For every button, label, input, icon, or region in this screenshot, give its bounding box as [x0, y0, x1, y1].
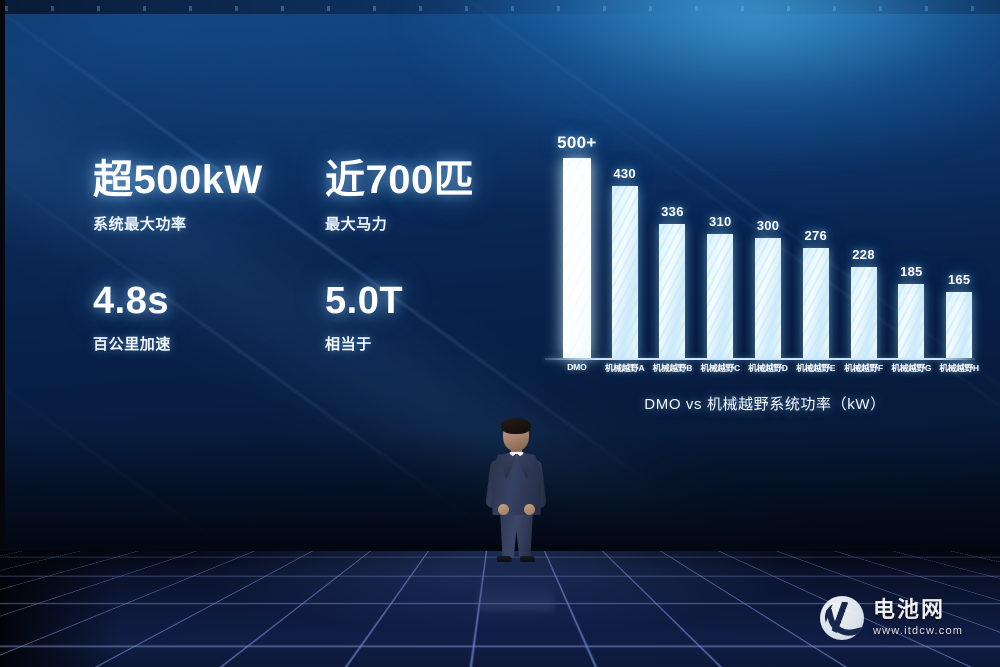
bar	[562, 158, 591, 358]
chart-title: DMO vs 机械越野系统功率（kW）	[644, 396, 886, 413]
bar-value-label: 185	[900, 264, 923, 279]
kpi-horsepower: 近700匹 最大马力	[325, 160, 474, 234]
chart-plot-area: 500+ 430 336 310 300 276 228 185 165	[553, 133, 983, 358]
speaker-figure	[476, 418, 556, 565]
x-axis-line	[545, 358, 975, 360]
bar-group: 185	[887, 150, 935, 358]
bar-group: 500+	[553, 133, 601, 358]
x-tick-label: 机械越野H	[939, 363, 979, 373]
bar-value-label: 165	[947, 272, 971, 287]
kpi-label: 系统最大功率	[93, 216, 187, 233]
globe-swoosh-icon	[820, 596, 864, 640]
x-tick-label: 机械越野D	[748, 363, 788, 373]
x-tick-label: 机械越野E	[796, 363, 836, 373]
bar-group: 228	[840, 150, 888, 358]
kpi-acceleration: 4.8s 百公里加速	[93, 282, 325, 354]
bar-group: 165	[935, 150, 983, 358]
bar	[659, 224, 686, 358]
kpi-label: 百公里加速	[93, 336, 172, 353]
kpi-equivalent: 5.0T 相当于	[325, 282, 403, 354]
floor-shadow	[0, 551, 120, 667]
bar-chart: 500+ 430 336 310 300 276 228 185 165 DMO 机械越野A 机械越…	[545, 133, 985, 418]
bar-value-label: 228	[852, 247, 875, 262]
bar	[946, 292, 973, 358]
bar-value-label: 310	[708, 214, 732, 229]
bar-group: 300	[744, 150, 792, 358]
bar	[898, 284, 925, 358]
kpi-value: 超500kW	[93, 158, 263, 202]
screen-glow	[403, 0, 1000, 170]
x-tick-label: DMO	[567, 362, 587, 372]
bar	[707, 234, 734, 358]
light-streak	[5, 330, 427, 551]
bar-value-label: 276	[804, 228, 828, 243]
bar	[611, 186, 638, 358]
speaker-legs	[500, 512, 533, 558]
x-tick-label: 机械越野A	[604, 363, 645, 373]
watermark: 电池网 www.itdcw.com	[820, 596, 963, 640]
bar	[850, 267, 877, 358]
speaker-hand	[524, 504, 535, 515]
watermark-name: 电池网	[873, 597, 946, 622]
kpi-label: 最大马力	[325, 216, 388, 233]
x-tick-label: 机械越野G	[891, 363, 932, 373]
bar-value-label: 300	[756, 218, 780, 233]
bar-value-label: 500+	[557, 133, 597, 152]
watermark-text: 电池网 www.itdcw.com	[873, 599, 963, 637]
bar-group: 310	[696, 150, 744, 358]
x-tick-label: 机械越野F	[844, 363, 883, 373]
kpi-label: 相当于	[325, 336, 372, 353]
x-axis-tick-labels: DMO 机械越野A 机械越野B 机械越野C 机械越野D 机械越野E 机械越野F 机械越野G 机械…	[553, 362, 983, 374]
kpi-block: 超500kW 系统最大功率 近700匹 最大马力 4.8s 百公里加速 5.0T…	[93, 160, 493, 354]
bar-group: 336	[649, 150, 697, 358]
speaker-hair	[501, 418, 531, 434]
bar-value-label: 336	[661, 204, 684, 219]
screen-pixel-row	[5, 6, 1000, 11]
kpi-value: 近700匹	[325, 158, 475, 202]
bar	[802, 248, 829, 358]
bar	[755, 238, 782, 358]
kpi-row-bottom: 4.8s 百公里加速 5.0T 相当于	[93, 282, 493, 354]
kpi-value: 4.8s	[93, 280, 169, 322]
speaker-shoe	[520, 556, 535, 562]
bar-group: 276	[792, 150, 840, 358]
bar-value-label: 430	[613, 166, 636, 181]
kpi-value: 5.0T	[325, 280, 404, 322]
speaker-hand	[498, 504, 509, 515]
kpi-power: 超500kW 系统最大功率	[93, 160, 325, 234]
bar-series: 500+ 430 336 310 300 276 228 185 165	[553, 133, 983, 358]
x-tick-label: 机械越野B	[652, 363, 693, 373]
kpi-row-top: 超500kW 系统最大功率 近700匹 最大马力	[93, 160, 493, 234]
screen-top-bezel	[5, 0, 1000, 14]
watermark-url: www.itdcw.com	[873, 625, 964, 637]
x-tick-label: 机械越野C	[700, 363, 741, 373]
speaker-shoe	[497, 556, 512, 562]
bar-group: 430	[601, 150, 649, 358]
